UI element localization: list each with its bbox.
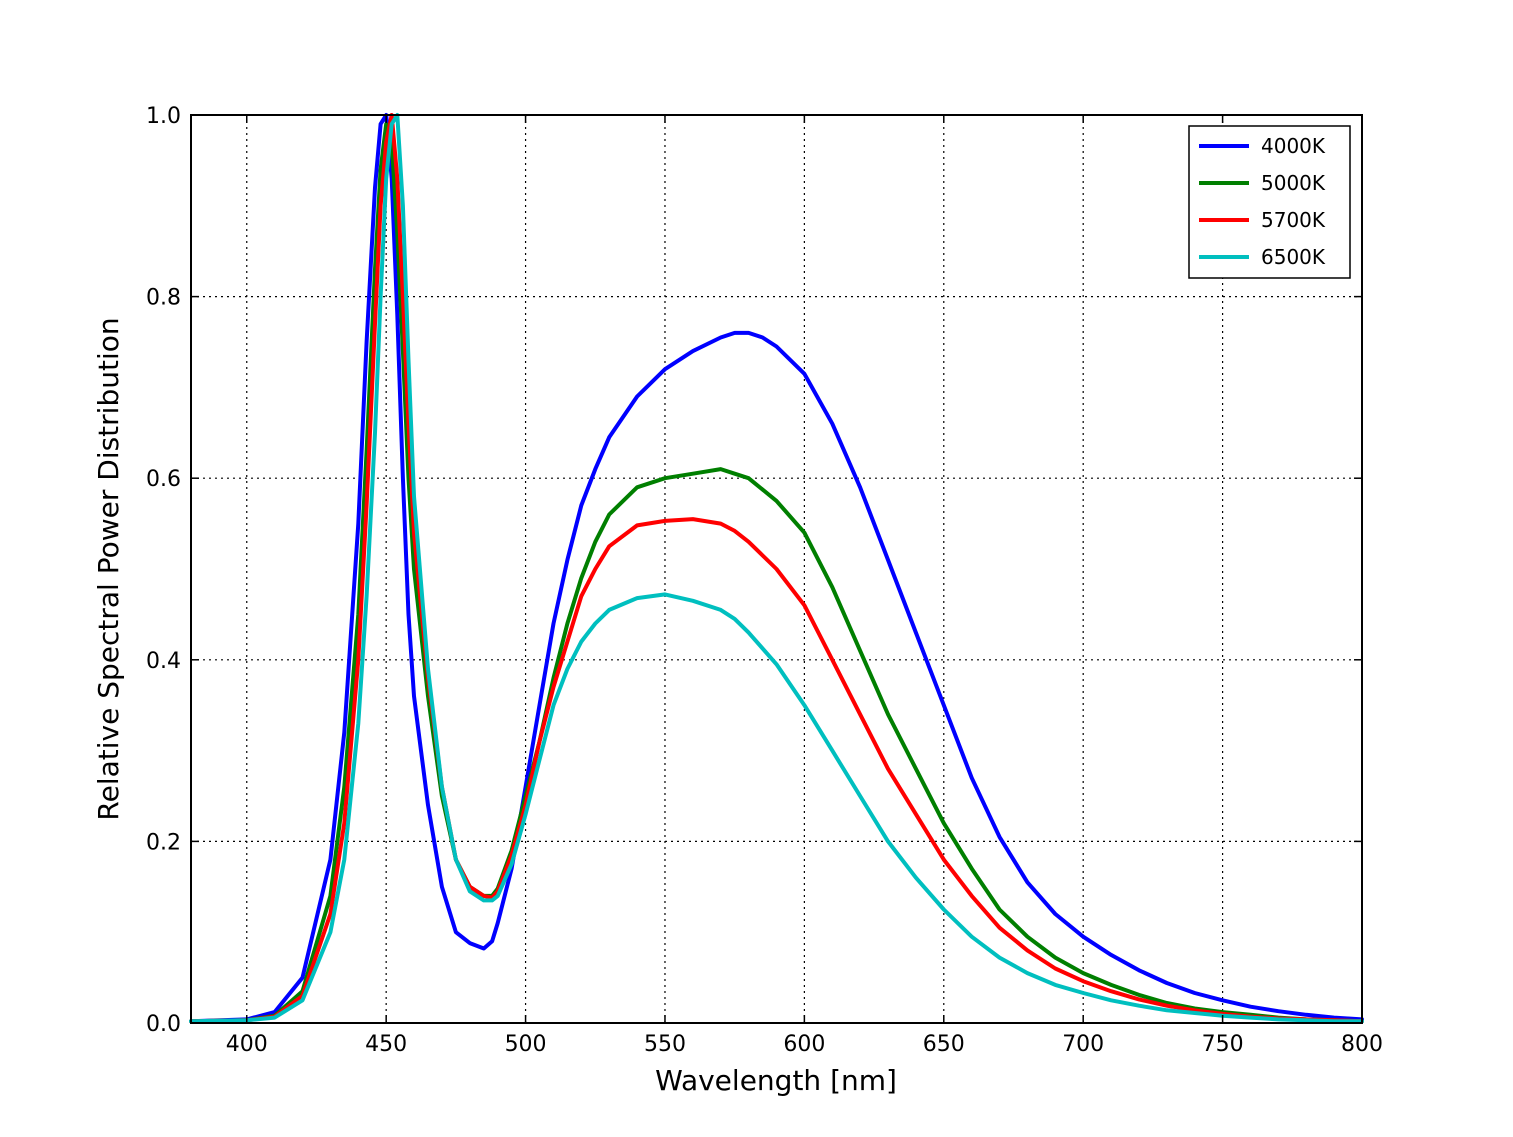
x-tick-label: 750 [1202, 1032, 1244, 1057]
y-tick-label: 0.8 [146, 286, 181, 311]
y-tick-label: 1.0 [146, 104, 181, 129]
series-line-5000K [189, 122, 1364, 1024]
series-group [189, 113, 1364, 1024]
x-tick-label: 550 [644, 1032, 686, 1057]
series-line-6500K [189, 113, 1364, 1024]
ticks: 400 450 500 550 600 650 700 750 800 0.0 0.2 0.4 0.6 0… [146, 104, 1383, 1057]
y-tick-label: 0.4 [146, 649, 181, 674]
x-tick-label: 500 [505, 1032, 547, 1057]
y-tick-label: 0.0 [146, 1012, 181, 1037]
y-tick-label: 0.2 [146, 830, 181, 855]
legend: 4000K 5000K 5700K 6500K [1188, 125, 1351, 279]
x-tick-label: 600 [783, 1032, 825, 1057]
x-tick-label: 400 [226, 1032, 268, 1057]
legend-label: 5700K [1261, 208, 1326, 232]
legend-label: 6500K [1261, 245, 1326, 269]
legend-label: 5000K [1261, 171, 1326, 195]
y-axis-label: Relative Spectral Power Distribution [92, 317, 125, 820]
plot-frame [190, 114, 1363, 1024]
series-line-5700K [189, 113, 1364, 1024]
x-tick-label: 450 [365, 1032, 407, 1057]
x-tick-label: 800 [1341, 1032, 1383, 1057]
x-axis-label: Wavelength [nm] [655, 1064, 897, 1097]
legend-label: 4000K [1261, 134, 1326, 158]
x-tick-label: 700 [1062, 1032, 1104, 1057]
grid [191, 115, 1362, 1023]
y-tick-label: 0.6 [146, 467, 181, 492]
legend-box [1188, 125, 1351, 279]
series-line-4000K [189, 113, 1364, 1024]
x-tick-label: 650 [923, 1032, 965, 1057]
